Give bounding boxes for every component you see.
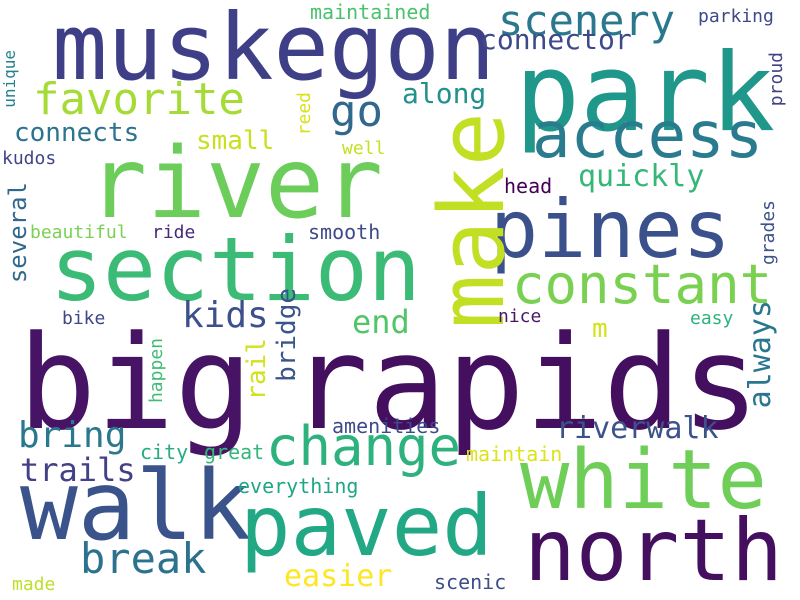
word-walk: walk <box>20 450 252 562</box>
word-scenery: scenery <box>498 0 676 45</box>
word-quickly: quickly <box>578 159 705 194</box>
word-smooth: smooth <box>308 220 381 244</box>
word-constant: constant <box>512 253 773 316</box>
word-riverwalk: riverwalk <box>556 411 719 446</box>
word-well: well <box>342 138 386 159</box>
word-always: always <box>743 300 778 409</box>
word-trails: trails <box>20 451 136 489</box>
word-proud: proud <box>766 52 787 107</box>
word-city: city <box>140 440 189 464</box>
word-change: change <box>266 415 462 478</box>
word-favorite: favorite <box>33 74 245 125</box>
word-white: white <box>520 433 767 528</box>
word-beautiful: beautiful <box>30 222 128 243</box>
word-go: go <box>330 86 383 137</box>
word-bridge: bridge <box>272 288 302 382</box>
word-along: along <box>402 77 487 110</box>
word-bring: bring <box>18 415 127 456</box>
word-pines: pines <box>490 183 731 276</box>
word-make: make <box>420 112 525 329</box>
word-several: several <box>4 182 32 284</box>
word-parking: parking <box>698 6 774 27</box>
word-bike: bike <box>62 308 106 329</box>
word-section: section <box>50 218 421 321</box>
word-unique: unique <box>0 50 19 108</box>
word-great: great <box>204 440 265 464</box>
word-access: access <box>532 99 764 173</box>
word-kids: kids <box>182 295 269 336</box>
word-north: north <box>524 501 783 600</box>
word-small: small <box>196 126 275 156</box>
word-muskegon: muskegon <box>52 0 496 101</box>
word-rapids: rapids <box>290 307 760 459</box>
word-river: river <box>88 127 384 241</box>
word-break: break <box>80 534 207 583</box>
word-easy: easy <box>690 308 734 329</box>
word-ride: ride <box>152 222 196 243</box>
word-nice: nice <box>498 306 542 327</box>
word-easier: easier <box>284 559 393 594</box>
word-reed: reed <box>294 92 315 136</box>
word-everything: everything <box>238 474 359 498</box>
word-maintained: maintained <box>310 0 431 24</box>
word-park: park <box>515 31 776 156</box>
word-rail: rail <box>242 338 272 401</box>
word-paved: paved <box>240 477 493 575</box>
word-m: m <box>592 314 608 344</box>
word-big: big <box>18 307 253 459</box>
word-grades: grades <box>758 200 779 266</box>
word-connects: connects <box>14 118 140 148</box>
word-amenities: amenities <box>332 414 441 438</box>
word-happen: happen <box>146 338 167 404</box>
word-connector: connector <box>480 23 632 56</box>
word-kudos: kudos <box>2 148 57 169</box>
word-scenic: scenic <box>434 570 507 594</box>
word-end: end <box>352 303 410 341</box>
word-head: head <box>504 174 553 198</box>
word-maintain: maintain <box>466 442 563 466</box>
word-made: made <box>12 574 56 595</box>
